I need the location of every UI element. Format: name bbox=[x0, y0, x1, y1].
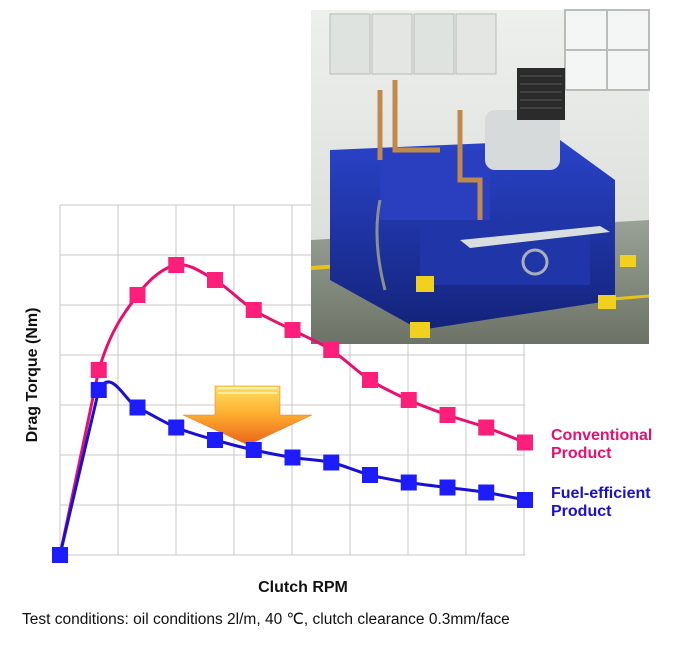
reduction-arrow bbox=[182, 385, 313, 446]
test-conditions-caption: Test conditions: oil conditions 2l/m, 40… bbox=[22, 611, 510, 628]
legend-label-fuel-efficient: Fuel-efficient Product bbox=[551, 485, 651, 520]
data-point-fuel-efficient bbox=[245, 442, 262, 458]
x-axis-title: Clutch RPM bbox=[258, 579, 348, 596]
data-point-conventional bbox=[245, 302, 262, 318]
data-point-conventional bbox=[207, 272, 223, 288]
data-point-conventional bbox=[323, 342, 340, 358]
legend-label-line: Product bbox=[551, 445, 612, 462]
data-point-fuel-efficient bbox=[439, 479, 456, 496]
data-point-fuel-efficient bbox=[207, 432, 223, 448]
legend-label-line: Fuel-efficient bbox=[551, 485, 651, 502]
data-point-fuel-efficient bbox=[90, 382, 107, 398]
data-point-conventional bbox=[517, 434, 533, 451]
data-point-fuel-efficient bbox=[284, 449, 301, 466]
data-point-conventional bbox=[168, 257, 185, 273]
data-point-fuel-efficient bbox=[323, 454, 340, 471]
data-point-conventional bbox=[90, 362, 107, 378]
series-layer bbox=[52, 257, 533, 563]
y-axis-title: Drag Torque (Nm) bbox=[24, 308, 41, 443]
data-point-fuel-efficient bbox=[168, 419, 185, 436]
series-conventional bbox=[52, 257, 533, 563]
data-point-conventional bbox=[129, 287, 146, 303]
data-point-conventional bbox=[478, 419, 495, 436]
data-point-fuel-efficient bbox=[52, 547, 68, 563]
data-point-fuel-efficient bbox=[517, 492, 533, 508]
data-point-conventional bbox=[439, 407, 456, 423]
data-point-fuel-efficient bbox=[362, 467, 378, 483]
data-point-conventional bbox=[400, 392, 417, 408]
data-point-fuel-efficient bbox=[478, 484, 495, 501]
data-point-conventional bbox=[284, 322, 301, 338]
series-fuel-efficient bbox=[52, 380, 533, 563]
data-point-fuel-efficient bbox=[129, 399, 146, 416]
legend-label-line: Product bbox=[551, 503, 612, 520]
test-machine-photo bbox=[310, 9, 650, 344]
data-point-conventional bbox=[362, 372, 378, 388]
legend-label-line: Conventional bbox=[551, 427, 652, 444]
legend-label-conventional: Conventional Product bbox=[551, 427, 652, 462]
data-point-fuel-efficient bbox=[400, 474, 417, 491]
